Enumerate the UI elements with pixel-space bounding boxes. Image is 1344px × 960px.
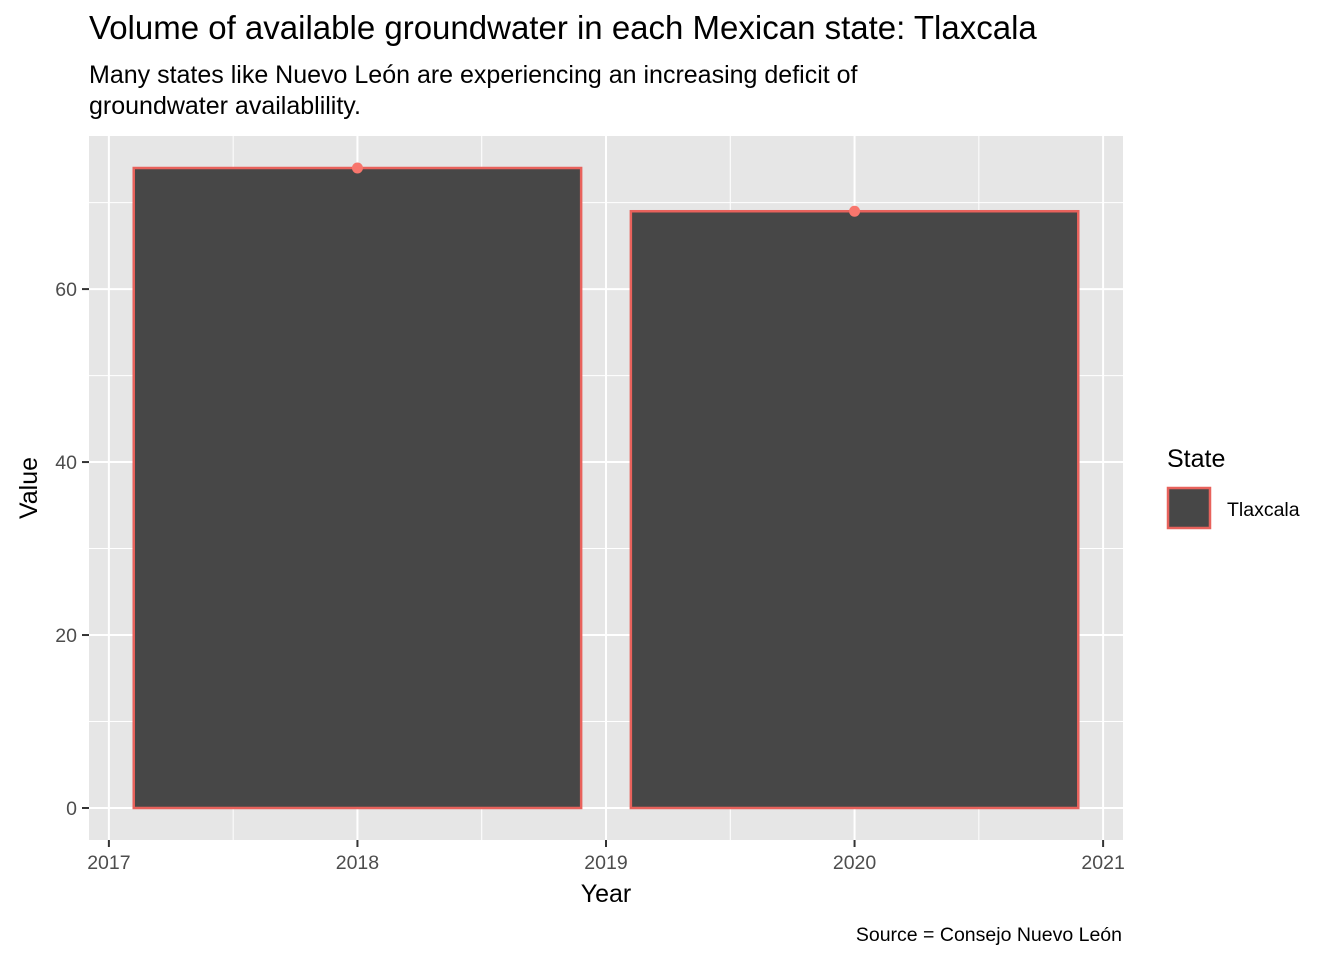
legend-title: State — [1167, 445, 1225, 473]
x-tick-label: 2020 — [833, 852, 877, 874]
point-2020 — [849, 205, 861, 217]
y-axis: 0 20 40 60 — [55, 279, 89, 820]
bar-2018 — [132, 166, 583, 810]
chart-subtitle-line-2: groundwater availablility. — [89, 92, 361, 120]
y-tick-label: 40 — [55, 452, 77, 474]
bars — [132, 166, 1080, 810]
bar-2020 — [629, 209, 1080, 810]
x-tick-label: 2019 — [584, 852, 627, 874]
y-tick-label: 0 — [66, 798, 77, 820]
x-tick-label: 2018 — [336, 852, 379, 874]
chart-subtitle-line-1: Many states like Nuevo León are experien… — [89, 61, 858, 89]
chart-title: Volume of available groundwater in each … — [89, 9, 1037, 46]
x-tick-label: 2021 — [1081, 852, 1124, 874]
y-axis-title: Value — [15, 457, 43, 519]
points — [351, 162, 861, 217]
legend-key-tlaxcala — [1166, 486, 1212, 530]
y-tick-label: 60 — [55, 279, 77, 301]
x-axis-title: Year — [581, 880, 632, 908]
y-tick-label: 20 — [55, 625, 77, 647]
point-2018 — [351, 162, 363, 174]
x-axis: 2017 2018 2019 2020 2021 — [87, 840, 1125, 874]
chart-caption: Source = Consejo Nuevo León — [856, 924, 1122, 946]
x-tick-label: 2017 — [87, 852, 130, 874]
legend-label-tlaxcala: Tlaxcala — [1227, 499, 1300, 521]
